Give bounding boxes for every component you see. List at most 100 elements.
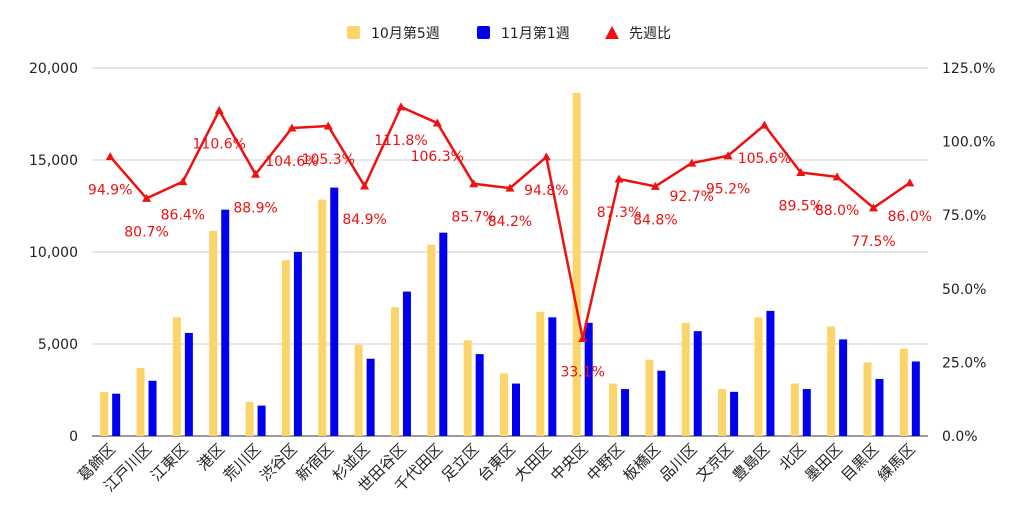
bar-10月第5週 xyxy=(718,389,727,436)
bar-11月第1週 xyxy=(257,405,266,436)
bar-10月第5週 xyxy=(245,401,254,436)
bar-10月第5週 xyxy=(136,367,145,436)
point-先週比 xyxy=(687,158,697,167)
x-tick-label: 江東区 xyxy=(147,440,192,485)
point-先週比 xyxy=(251,169,261,178)
data-label-先週比: 94.8% xyxy=(524,183,568,199)
data-label-先週比: 86.0% xyxy=(888,209,932,225)
point-先週比 xyxy=(759,120,769,129)
point-先週比 xyxy=(796,168,806,177)
bar-10月第5週 xyxy=(790,383,799,436)
y-right-tick-label: 75.0% xyxy=(942,208,986,224)
y-right-tick-label: 25.0% xyxy=(942,355,986,371)
bar-11月第1週 xyxy=(439,232,448,436)
legend-label: 10月第5週 xyxy=(371,25,440,42)
bar-10月第5週 xyxy=(500,373,508,436)
data-label-先週比: 33.1% xyxy=(560,365,604,381)
data-label-先週比: 111.8% xyxy=(374,133,427,149)
point-先週比 xyxy=(832,172,842,181)
data-label-先週比: 88.0% xyxy=(815,203,859,219)
bar-11月第1週 xyxy=(766,310,775,436)
bar-11月第1週 xyxy=(221,209,230,436)
bars xyxy=(100,92,920,436)
x-tick-label: 中央区 xyxy=(547,440,592,485)
bar-10月第5週 xyxy=(572,92,581,436)
x-tick-label: 台東区 xyxy=(474,440,519,485)
bar-10月第5週 xyxy=(281,260,290,436)
data-label-先週比: 92.7% xyxy=(669,189,713,205)
bar-10月第5週 xyxy=(536,311,545,436)
x-tick-label: 大田区 xyxy=(511,440,556,485)
legend-swatch xyxy=(605,26,619,39)
point-先週比 xyxy=(505,183,515,192)
bar-10月第5週 xyxy=(863,362,872,436)
y-left-tick-label: 5,000 xyxy=(38,337,78,353)
x-tick-label: 目黒区 xyxy=(838,440,883,485)
y-right-tick-label: 50.0% xyxy=(942,282,986,298)
x-tick-label: 板橋区 xyxy=(620,440,665,485)
data-label-先週比: 94.9% xyxy=(88,183,132,199)
x-tick-label: 品川区 xyxy=(656,440,701,485)
legend-label: 11月第1週 xyxy=(501,25,570,42)
point-先週比 xyxy=(469,179,479,188)
bar-10月第5週 xyxy=(318,199,327,436)
point-先週比 xyxy=(214,105,224,114)
gridlines xyxy=(92,67,928,437)
bar-10月第5週 xyxy=(681,322,690,436)
bar-10月第5週 xyxy=(172,317,181,436)
data-label-先週比: 88.9% xyxy=(233,200,277,216)
bar-11月第1週 xyxy=(112,393,121,436)
point-先週比 xyxy=(360,181,370,190)
point-先週比 xyxy=(178,177,188,186)
bar-10月第5週 xyxy=(100,391,109,436)
data-label-先週比: 95.2% xyxy=(706,182,750,198)
bar-10月第5週 xyxy=(827,326,836,436)
bar-10月第5週 xyxy=(754,317,763,436)
x-tick-label: 文京区 xyxy=(692,440,737,485)
bar-10月第5週 xyxy=(899,348,908,436)
data-label-先週比: 110.6% xyxy=(193,136,246,152)
data-label-先週比: 104.6% xyxy=(265,154,318,170)
bar-10月第5週 xyxy=(354,344,363,436)
y-right-tick-label: 0.0% xyxy=(942,429,978,445)
bar-11月第1週 xyxy=(875,378,884,436)
data-label-先週比: 84.2% xyxy=(488,214,532,230)
legend-swatch xyxy=(347,26,360,39)
point-先週比 xyxy=(396,102,406,111)
bar-11月第1週 xyxy=(802,389,811,436)
data-label-先週比: 87.3% xyxy=(597,205,641,221)
bar-11月第1週 xyxy=(512,383,520,436)
bar-11月第1週 xyxy=(548,317,557,436)
data-label-先週比: 84.8% xyxy=(633,212,677,228)
bar-10月第5週 xyxy=(609,383,618,436)
x-tick-label: 渋谷区 xyxy=(256,440,301,485)
bar-10月第5週 xyxy=(209,230,218,436)
data-label-先週比: 105.6% xyxy=(738,151,791,167)
x-tick-label: 練馬区 xyxy=(874,440,919,485)
bar-11月第1週 xyxy=(584,322,593,436)
point-先週比 xyxy=(541,152,551,161)
data-label-先週比: 105.3% xyxy=(302,152,355,168)
point-先週比 xyxy=(323,121,333,130)
bar-11月第1週 xyxy=(366,358,375,436)
data-label-先週比: 77.5% xyxy=(851,234,895,250)
point-先週比 xyxy=(578,334,588,343)
y-right-tick-label: 100.0% xyxy=(942,135,995,151)
legend-swatch xyxy=(477,26,490,39)
bar-10月第5週 xyxy=(427,244,436,436)
data-label-先週比: 86.4% xyxy=(161,208,205,224)
y-left-tick-label: 10,000 xyxy=(29,245,78,261)
x-tick-label: 墨田区 xyxy=(801,440,846,485)
data-label-先週比: 84.9% xyxy=(342,212,386,228)
bar-11月第1週 xyxy=(148,380,157,436)
bar-11月第1週 xyxy=(657,370,666,436)
bar-11月第1週 xyxy=(693,331,702,436)
x-tick-label: 足立区 xyxy=(438,440,483,485)
bar-10月第5週 xyxy=(463,340,472,436)
bar-11月第1週 xyxy=(839,339,848,436)
bar-11月第1週 xyxy=(184,332,193,436)
data-label-先週比: 106.3% xyxy=(411,149,464,165)
point-先週比 xyxy=(105,152,115,161)
